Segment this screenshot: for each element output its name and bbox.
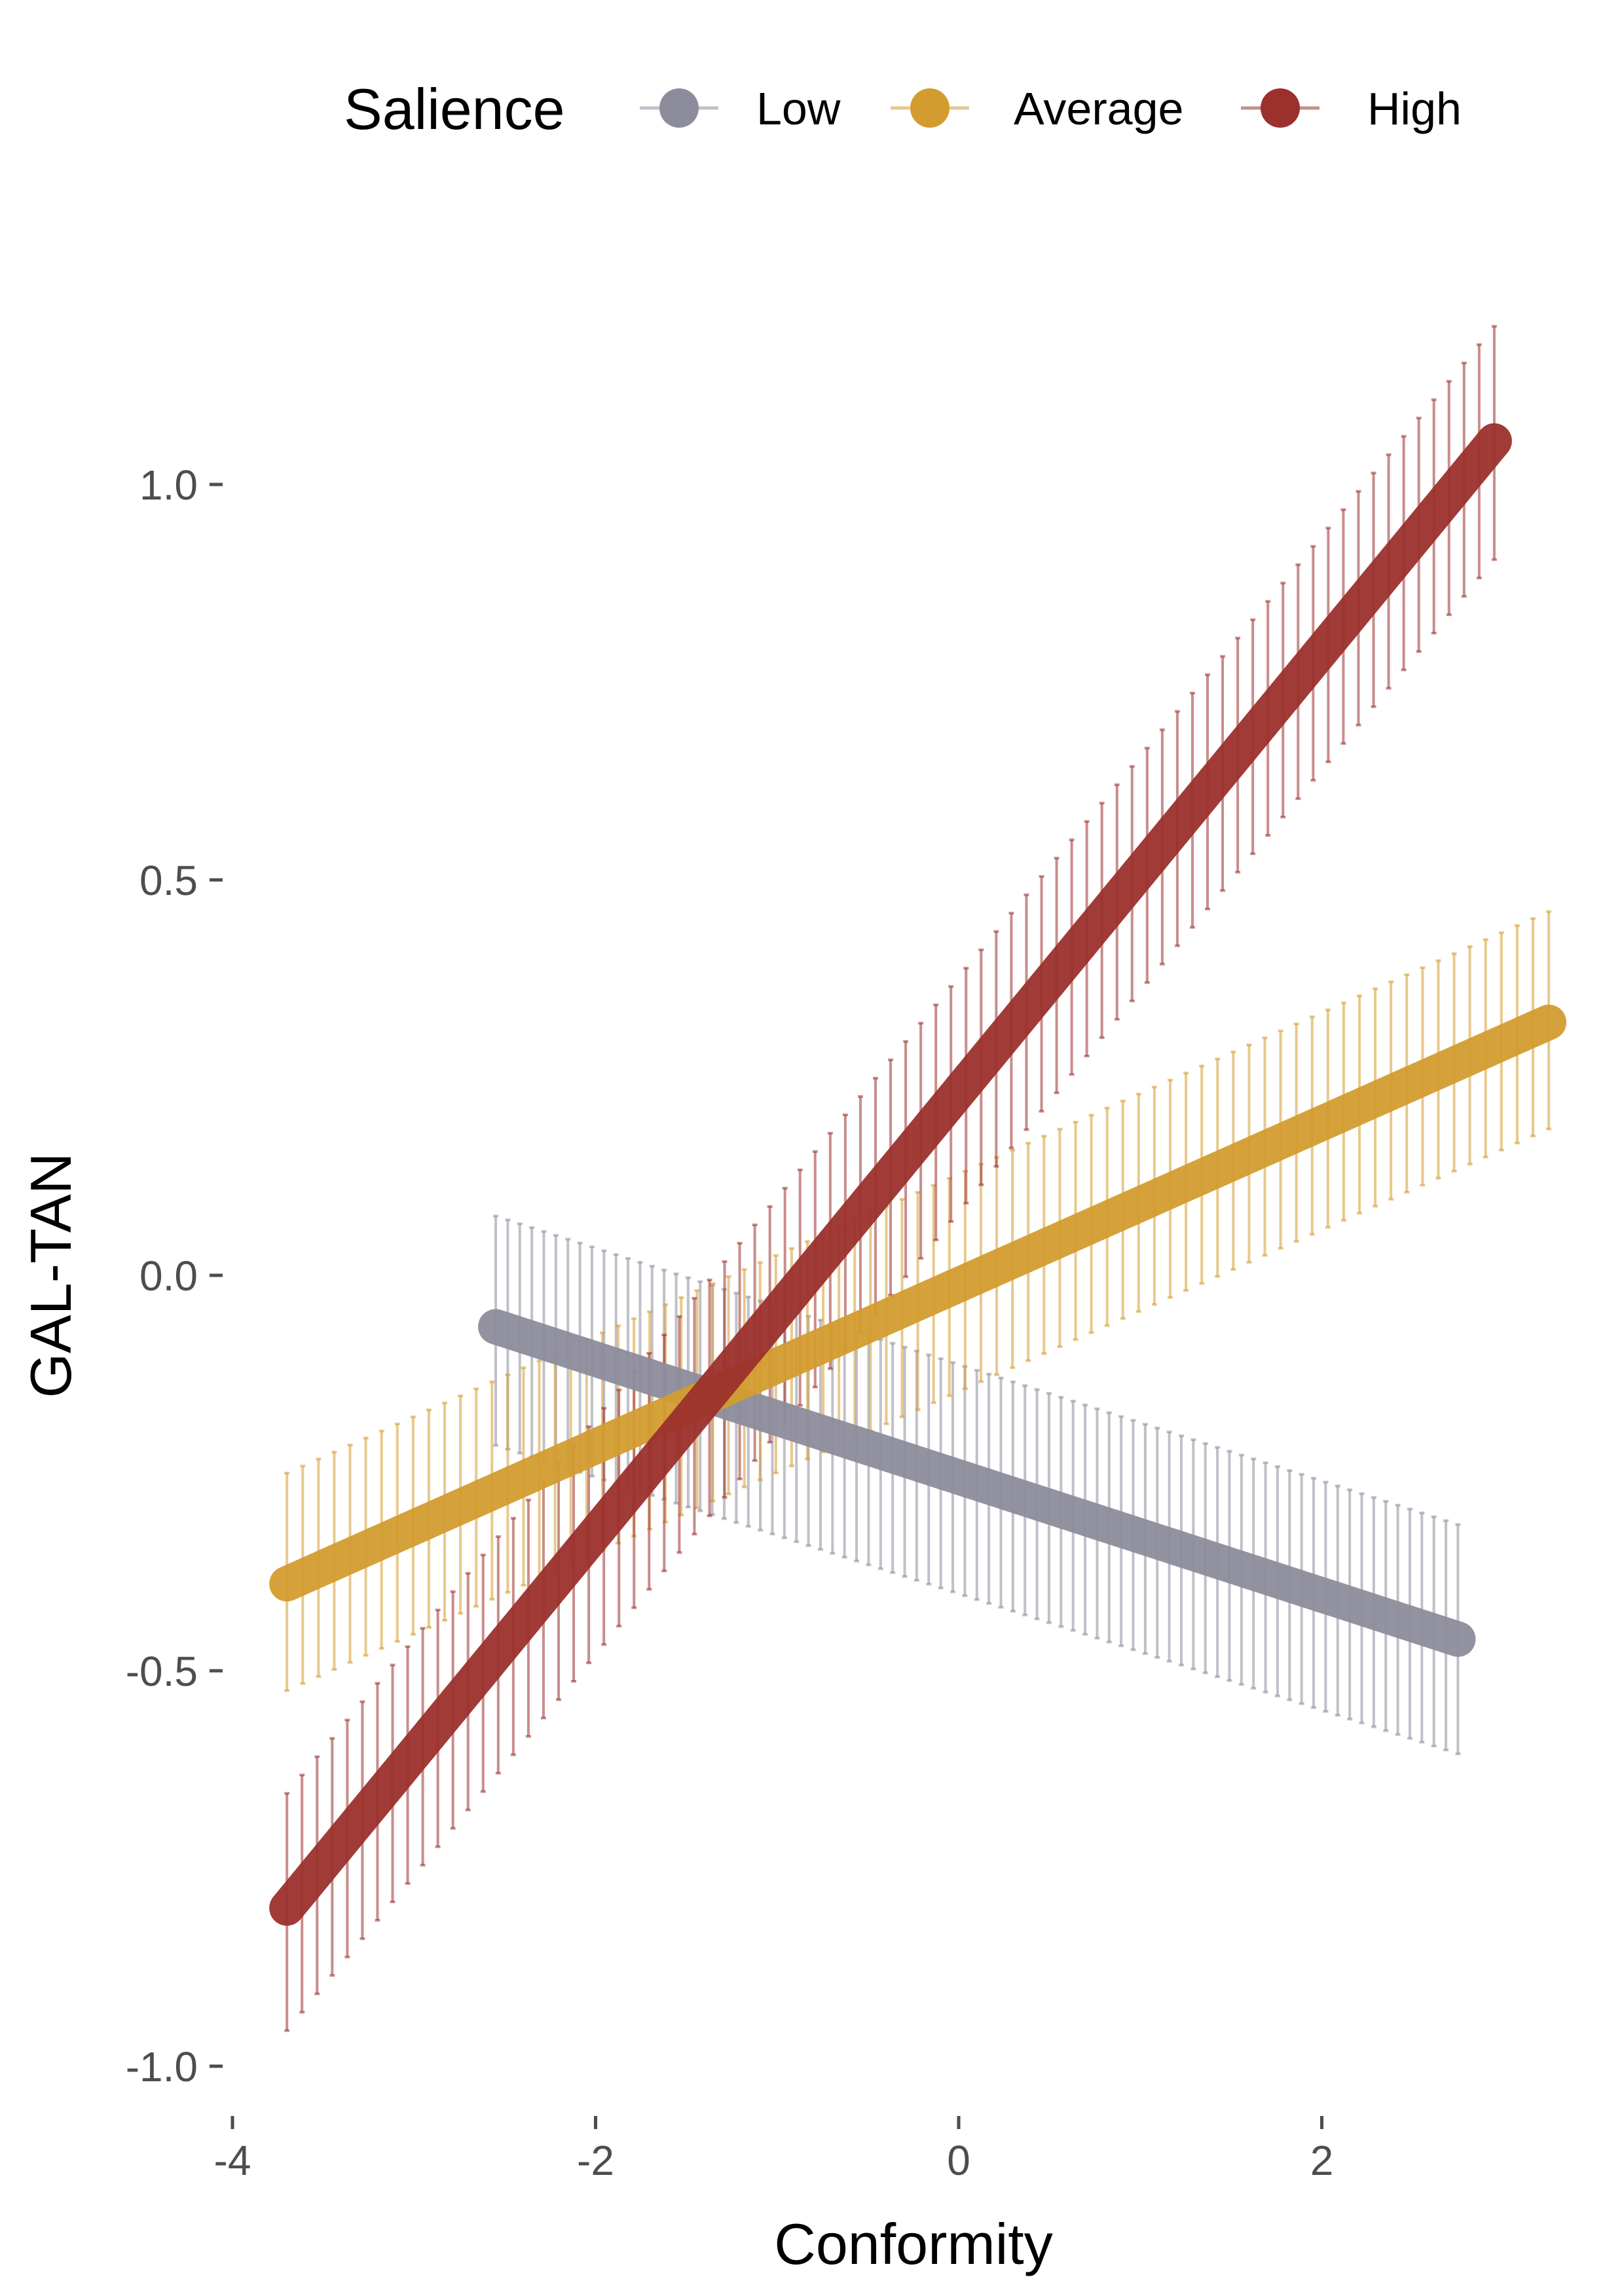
legend-title: Salience [344,77,565,141]
x-tick-label: 0 [947,2137,970,2184]
y-tick-label: 0.0 [139,1252,198,1300]
legend-item-low: Low [640,83,841,134]
legend-item-high: High [1241,83,1462,134]
legend-item-average: Average [891,83,1183,134]
y-tick-label: 0.5 [139,857,198,904]
series-line-high [269,423,1512,1926]
legend-key-dot [1261,88,1300,128]
legend: Salience Low Average High [344,77,1462,141]
series-line-average [269,1004,1567,1602]
y-tick-label: -0.5 [126,1648,198,1695]
y-tick-label: 1.0 [139,462,198,509]
x-tick-label: 2 [1310,2137,1334,2184]
legend-key-dot [910,88,950,128]
legend-items: Low Average High [640,83,1462,134]
x-axis-title: Conformity [774,2212,1052,2276]
series-lines [269,423,1567,1926]
y-tick-label: -1.0 [126,2043,198,2090]
legend-key-dot [659,88,699,128]
series-line-low [478,1309,1476,1657]
legend-label: Average [1014,83,1183,134]
x-tick-label: -4 [214,2137,251,2184]
y-axis-title: GAL-TAN [18,1153,83,1398]
x-tick-label: -2 [577,2137,614,2184]
legend-label: Low [756,83,841,134]
legend-label: High [1367,83,1462,134]
axes: -1.0 -0.5 0.0 0.5 1.0 -4 -2 0 2 [126,462,1334,2184]
